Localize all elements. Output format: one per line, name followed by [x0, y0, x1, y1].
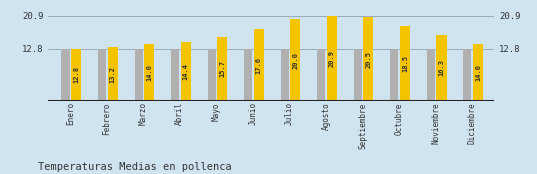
- Bar: [390, 49, 398, 101]
- Bar: [400, 26, 410, 101]
- Text: 14.4: 14.4: [183, 63, 188, 80]
- Bar: [253, 29, 264, 101]
- Text: 20.5: 20.5: [365, 51, 372, 68]
- Bar: [135, 49, 143, 101]
- Text: 16.3: 16.3: [438, 59, 445, 76]
- Text: 20.0: 20.0: [292, 52, 298, 69]
- Bar: [98, 49, 106, 101]
- Bar: [354, 49, 362, 101]
- Bar: [437, 35, 447, 101]
- Bar: [290, 19, 300, 101]
- Bar: [171, 49, 179, 101]
- Bar: [71, 49, 81, 101]
- Bar: [427, 49, 435, 101]
- Text: 20.9: 20.9: [329, 50, 335, 67]
- Bar: [144, 44, 154, 101]
- Bar: [473, 44, 483, 101]
- Bar: [281, 49, 289, 101]
- Bar: [61, 49, 69, 101]
- Text: 17.6: 17.6: [256, 57, 262, 74]
- Bar: [363, 17, 373, 101]
- Bar: [463, 49, 471, 101]
- Text: 14.0: 14.0: [475, 64, 481, 81]
- Text: 14.0: 14.0: [146, 64, 152, 81]
- Bar: [208, 49, 216, 101]
- Bar: [107, 47, 118, 101]
- Bar: [326, 16, 337, 101]
- Text: Temperaturas Medias en pollenca: Temperaturas Medias en pollenca: [38, 162, 231, 172]
- Text: 13.2: 13.2: [110, 66, 115, 82]
- Bar: [180, 42, 191, 101]
- Text: 18.5: 18.5: [402, 55, 408, 72]
- Text: 15.7: 15.7: [219, 60, 225, 77]
- Bar: [317, 49, 325, 101]
- Bar: [217, 37, 227, 101]
- Bar: [244, 49, 252, 101]
- Text: 12.8: 12.8: [73, 66, 79, 83]
